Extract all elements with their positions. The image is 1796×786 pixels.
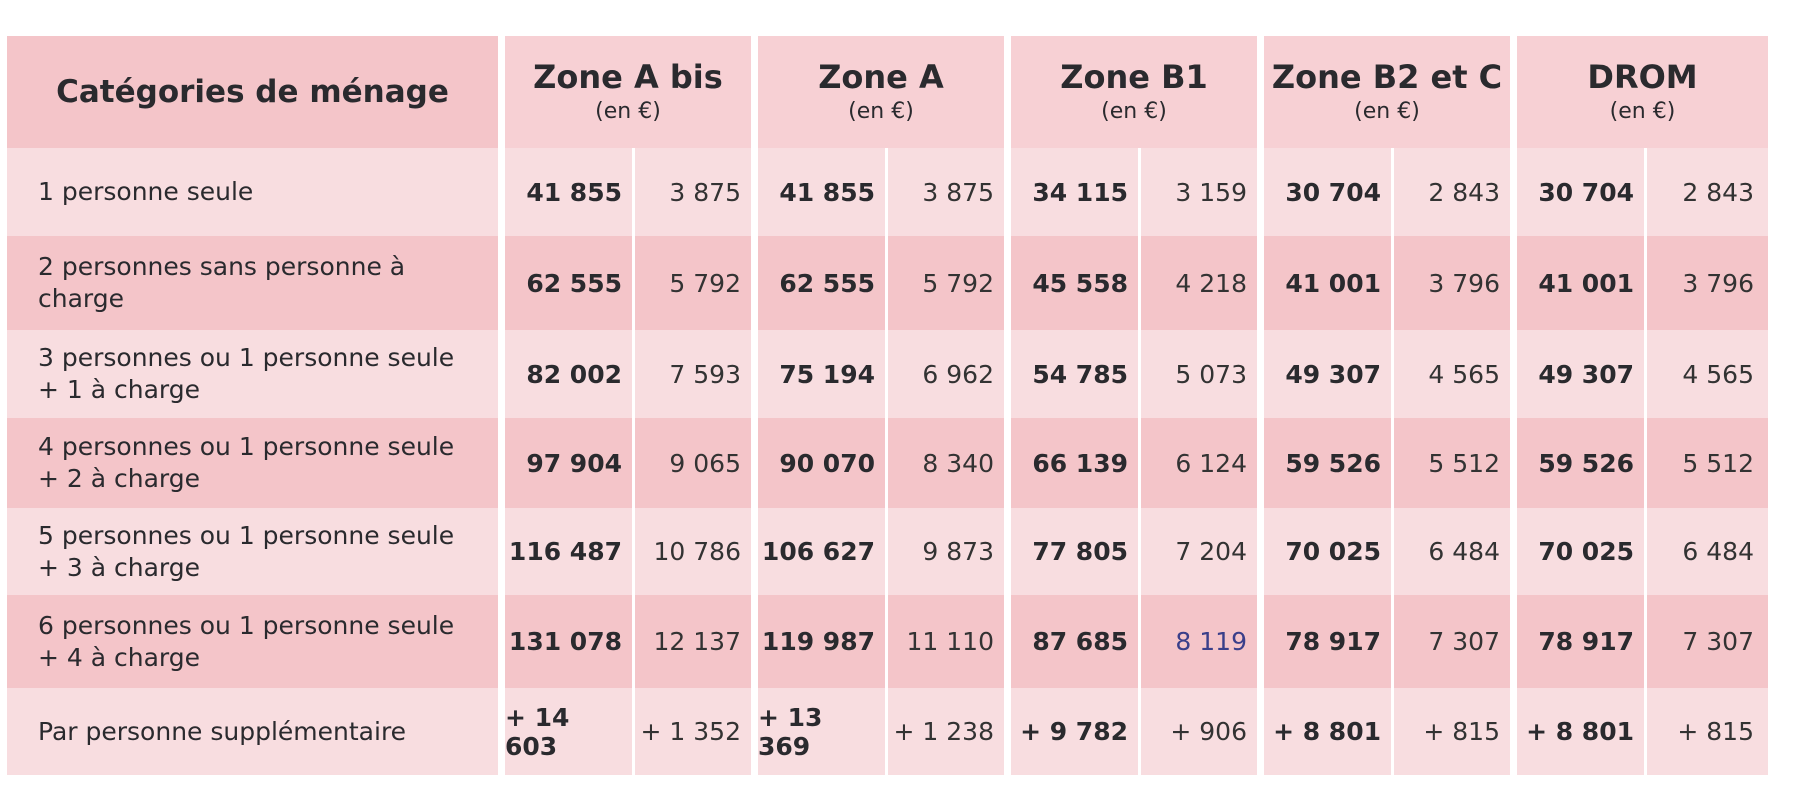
table-cell: + 1 238 xyxy=(888,688,1011,775)
table-cell: + 8 801 xyxy=(1264,688,1394,775)
table-cell: 6 124 xyxy=(1141,418,1264,508)
table-cell: + 9 782 xyxy=(1011,688,1141,775)
table-cell: 30 704 xyxy=(1264,148,1394,236)
table-cell: 106 627 xyxy=(758,508,888,595)
table-cell: 54 785 xyxy=(1011,330,1141,418)
table-cell: 41 001 xyxy=(1517,236,1647,330)
table-cell: + 8 801 xyxy=(1517,688,1647,775)
zone-name: Zone B2 et C xyxy=(1271,58,1503,96)
header-category-label: Catégories de ménage xyxy=(56,74,449,110)
row-label: 1 personne seule xyxy=(7,148,505,236)
header-zone-drom: DROM (en €) xyxy=(1517,36,1768,148)
table-cell: 77 805 xyxy=(1011,508,1141,595)
header-zone-a: Zone A (en €) xyxy=(758,36,1011,148)
table-cell: 6 484 xyxy=(1394,508,1517,595)
zone-unit: (en €) xyxy=(1101,99,1167,124)
table-cell: 3 159 xyxy=(1141,148,1264,236)
table-cell: 41 001 xyxy=(1264,236,1394,330)
table-cell: 3 875 xyxy=(635,148,758,236)
table-cell: 87 685 xyxy=(1011,595,1141,688)
table-cell: + 14 603 xyxy=(505,688,635,775)
header-category: Catégories de ménage xyxy=(7,36,505,148)
zone-unit: (en €) xyxy=(1354,99,1420,124)
table-cell: 131 078 xyxy=(505,595,635,688)
zone-unit: (en €) xyxy=(1609,99,1676,124)
table-cell: 2 843 xyxy=(1394,148,1517,236)
table-cell: 59 526 xyxy=(1517,418,1647,508)
table-cell: 70 025 xyxy=(1264,508,1394,595)
header-zone-a-bis: Zone A bis (en €) xyxy=(505,36,758,148)
table-cell: 8 340 xyxy=(888,418,1011,508)
table-cell: 7 307 xyxy=(1647,595,1768,688)
table-cell: 12 137 xyxy=(635,595,758,688)
table-cell: 119 987 xyxy=(758,595,888,688)
table-cell: 5 792 xyxy=(635,236,758,330)
table-cell: 5 792 xyxy=(888,236,1011,330)
table-cell: 9 065 xyxy=(635,418,758,508)
table-cell: 62 555 xyxy=(505,236,635,330)
row-label: 2 personnes sans personne à charge xyxy=(7,236,505,330)
table-cell: 5 073 xyxy=(1141,330,1264,418)
table-cell: 7 593 xyxy=(635,330,758,418)
table-cell: 5 512 xyxy=(1647,418,1768,508)
row-label: 5 personnes ou 1 personne seule + 3 à ch… xyxy=(7,508,505,595)
table-cell: 4 218 xyxy=(1141,236,1264,330)
table-cell: + 13 369 xyxy=(758,688,888,775)
zone-name: DROM xyxy=(1587,58,1698,96)
table-cell: 82 002 xyxy=(505,330,635,418)
table-cell: + 815 xyxy=(1647,688,1768,775)
zone-name: Zone A bis xyxy=(533,58,723,96)
table-cell: 6 484 xyxy=(1647,508,1768,595)
row-label: 3 personnes ou 1 personne seule + 1 à ch… xyxy=(7,330,505,418)
header-zone-b2-c: Zone B2 et C (en €) xyxy=(1264,36,1517,148)
table-cell: 41 855 xyxy=(758,148,888,236)
table-cell: 7 204 xyxy=(1141,508,1264,595)
row-label: 4 personnes ou 1 personne seule + 2 à ch… xyxy=(7,418,505,508)
table-cell: 34 115 xyxy=(1011,148,1141,236)
table-cell: 4 565 xyxy=(1394,330,1517,418)
table-cell: 7 307 xyxy=(1394,595,1517,688)
table-cell: 5 512 xyxy=(1394,418,1517,508)
table-cell: 30 704 xyxy=(1517,148,1647,236)
table-cell: 41 855 xyxy=(505,148,635,236)
zone-name: Zone B1 xyxy=(1060,58,1208,96)
table-cell: 70 025 xyxy=(1517,508,1647,595)
table-cell: 49 307 xyxy=(1517,330,1647,418)
table-cell: + 906 xyxy=(1141,688,1264,775)
table-cell: 78 917 xyxy=(1264,595,1394,688)
zone-unit: (en €) xyxy=(848,99,914,124)
table-cell: 3 796 xyxy=(1394,236,1517,330)
table-cell: 2 843 xyxy=(1647,148,1768,236)
table-cell: 90 070 xyxy=(758,418,888,508)
table-cell: 11 110 xyxy=(888,595,1011,688)
zone-name: Zone A xyxy=(818,58,944,96)
header-zone-b1: Zone B1 (en €) xyxy=(1011,36,1264,148)
table-cell: 6 962 xyxy=(888,330,1011,418)
income-ceiling-table: Catégories de ménage Zone A bis (en €) Z… xyxy=(7,36,1788,775)
table-cell: 9 873 xyxy=(888,508,1011,595)
table-cell: 49 307 xyxy=(1264,330,1394,418)
table-cell: 59 526 xyxy=(1264,418,1394,508)
table-cell: 4 565 xyxy=(1647,330,1768,418)
row-label: Par personne supplémentaire xyxy=(7,688,505,775)
table-cell: 78 917 xyxy=(1517,595,1647,688)
table-cell: 45 558 xyxy=(1011,236,1141,330)
table-cell: + 815 xyxy=(1394,688,1517,775)
table-cell: 3 875 xyxy=(888,148,1011,236)
zone-unit: (en €) xyxy=(595,99,661,124)
table-cell: 10 786 xyxy=(635,508,758,595)
table-cell: 62 555 xyxy=(758,236,888,330)
table-cell: 3 796 xyxy=(1647,236,1768,330)
table-cell: 75 194 xyxy=(758,330,888,418)
table-cell: + 1 352 xyxy=(635,688,758,775)
table-cell: 97 904 xyxy=(505,418,635,508)
row-label: 6 personnes ou 1 personne seule + 4 à ch… xyxy=(7,595,505,688)
table-cell-highlight: 8 119 xyxy=(1141,595,1264,688)
table-cell: 116 487 xyxy=(505,508,635,595)
table-cell: 66 139 xyxy=(1011,418,1141,508)
